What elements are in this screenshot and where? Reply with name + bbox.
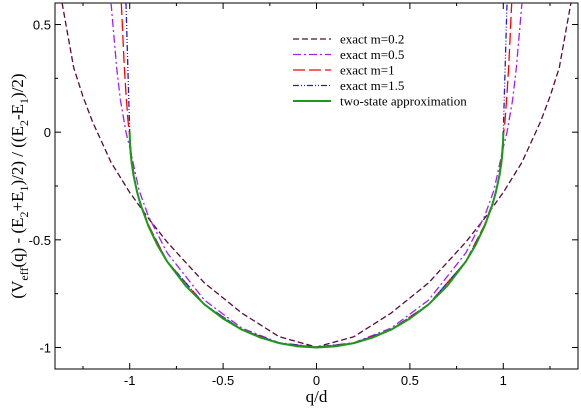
y-axis-label-part: 1	[17, 98, 31, 104]
y-axis-label-part: -E	[8, 104, 27, 120]
x-axis-label: q/d	[306, 387, 328, 406]
y-axis-label-part: 2	[17, 211, 31, 217]
legend-label: exact m=1	[340, 63, 395, 78]
y-axis-label-part: 1	[17, 186, 31, 192]
legend-label: exact m=0.5	[340, 47, 404, 62]
y-axis-label-part: eff	[17, 268, 31, 281]
legend-label: two-state approximation	[340, 94, 467, 109]
x-tick-label: 0	[313, 373, 320, 388]
y-axis-label-part: )/2)	[8, 73, 27, 98]
x-tick-label: -0.5	[212, 373, 234, 388]
y-axis-label-part: (V	[8, 280, 27, 299]
y-axis-label-part: 2	[17, 120, 31, 126]
y-tick-label: -1	[39, 340, 51, 355]
y-tick-label: 0.5	[33, 18, 51, 33]
legend-label: exact m=1.5	[340, 78, 404, 93]
y-axis-label: (Veff(q) - (E2+E1)/2) / ((E2-E1)/2)	[8, 73, 31, 298]
series-line	[128, 132, 505, 349]
x-tick-label: 0.5	[401, 373, 419, 388]
x-tick-label: 1	[500, 373, 507, 388]
plot-frame	[54, 2, 579, 370]
axis-ticks: -1 -0.5 0 0.5 1 0.5 0 -0.5 -1	[29, 3, 578, 388]
y-axis-label-part: (q) - (E	[8, 217, 27, 267]
legend-label: exact m=0.2	[340, 32, 404, 47]
y-tick-label: -0.5	[29, 233, 51, 248]
x-tick-label: -1	[124, 373, 136, 388]
series-lines	[61, 3, 572, 349]
y-axis-label-part: )/2) / ((E	[8, 126, 27, 185]
y-axis-label-part: +E	[8, 192, 27, 212]
y-tick-label: 0	[44, 125, 51, 140]
